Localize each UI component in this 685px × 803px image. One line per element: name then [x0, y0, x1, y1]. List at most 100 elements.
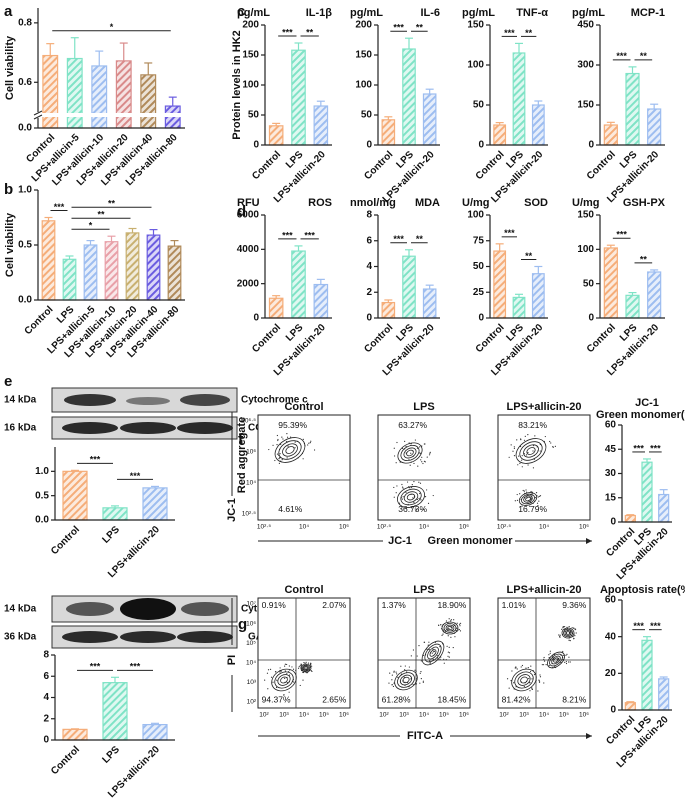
- y-tick-label: 40: [605, 631, 617, 642]
- event-dot: [545, 664, 547, 666]
- event-dot: [548, 654, 550, 656]
- band: [120, 598, 176, 620]
- bar: [41, 220, 56, 301]
- error-bar: [626, 514, 635, 516]
- y-tick-label: 100: [355, 80, 372, 91]
- event-dot: [455, 629, 457, 632]
- bar: [603, 247, 618, 319]
- y-tick-label: 0.5: [18, 240, 32, 251]
- x-tick-label: 10²·⁵: [377, 524, 392, 531]
- error-bar: [272, 295, 281, 299]
- event-dot: [272, 681, 274, 683]
- event-dot: [422, 680, 424, 682]
- event-dot: [276, 679, 278, 681]
- event-dot: [456, 627, 458, 629]
- western-blot: 14 kDa 36 kDa Cytochrome c GAPDH: [4, 595, 308, 649]
- error-bar: [44, 216, 53, 221]
- bar: [641, 461, 653, 523]
- y-tick-label: 200: [355, 20, 372, 31]
- event-dot: [527, 433, 529, 436]
- y-tick-label: 4000: [237, 244, 260, 255]
- density-contour: [397, 442, 423, 464]
- event-dot: [404, 669, 406, 671]
- bar: [493, 124, 507, 146]
- bar: [313, 283, 329, 319]
- bar: [164, 105, 181, 129]
- flow-plot-frame: [377, 597, 471, 709]
- event-dot: [429, 660, 431, 662]
- x-tick-label: 10⁵: [439, 712, 449, 719]
- significance-label: *: [110, 22, 114, 32]
- density-contour: [514, 671, 534, 689]
- quadrant-percent: 1.01%: [502, 600, 527, 610]
- error-bar: [316, 278, 325, 285]
- error-bar: [111, 505, 119, 508]
- event-dot: [402, 487, 404, 489]
- y-axis-label: Cell viability: [4, 212, 16, 277]
- event-dot: [541, 664, 543, 666]
- event-dot: [419, 492, 421, 495]
- y-tick-label: 50: [361, 110, 373, 121]
- event-dot: [458, 623, 461, 625]
- event-dot: [569, 639, 571, 642]
- error-bar: [170, 240, 179, 247]
- event-dot: [521, 455, 523, 457]
- quadrant-percent: 0.91%: [262, 600, 287, 610]
- event-dot: [395, 492, 397, 494]
- density-contour: [280, 676, 288, 684]
- bar: [91, 65, 108, 129]
- x-tick-label: 10⁵: [559, 712, 569, 719]
- quadrant-percent: 61.28%: [382, 695, 411, 705]
- event-dot: [287, 445, 289, 447]
- error-bar: [650, 269, 659, 272]
- significance-label: ***: [650, 443, 661, 453]
- blot-size: 14 kDa: [4, 604, 37, 615]
- density-contour: [397, 672, 415, 688]
- event-dot: [274, 459, 276, 462]
- error-bar: [272, 122, 281, 126]
- event-dot: [418, 497, 420, 499]
- y-tick-label: 100: [467, 210, 484, 221]
- event-dot: [300, 663, 302, 665]
- quadrant-percent: 36.73%: [398, 504, 427, 514]
- significance-label: **: [306, 27, 314, 37]
- density-contour: [300, 663, 312, 673]
- y-axis-label: Protein levels in HK2: [231, 30, 243, 139]
- event-dot: [527, 464, 529, 466]
- event-dot: [277, 438, 279, 441]
- bar: [167, 245, 182, 301]
- density-contour: [406, 493, 416, 501]
- event-dot: [535, 492, 538, 494]
- event-dot: [310, 664, 312, 666]
- event-dot: [528, 677, 530, 680]
- bar: [42, 54, 59, 129]
- y-tick-label: 0: [366, 140, 372, 151]
- x-tick-label: 10³: [399, 712, 409, 719]
- event-dot: [284, 677, 286, 679]
- y-tick-label: 0.0: [35, 515, 49, 526]
- y-tick-label: 50: [473, 100, 485, 111]
- event-dot: [269, 668, 272, 671]
- error-bar: [151, 485, 159, 488]
- event-dot: [518, 455, 520, 457]
- density-contour: [519, 441, 543, 461]
- event-dot: [529, 690, 531, 692]
- event-dot: [534, 497, 536, 499]
- bar: [115, 60, 132, 129]
- x-tick-label: Control: [362, 149, 395, 182]
- quadrant-percent: 4.61%: [278, 504, 303, 514]
- event-dot: [448, 656, 450, 658]
- event-dot: [510, 444, 512, 446]
- error-bar: [606, 244, 615, 248]
- chart-title: Apoptosis rate(%): [600, 584, 685, 596]
- event-dot: [527, 451, 529, 454]
- y-tick-label: 150: [577, 210, 594, 221]
- event-dot: [548, 664, 550, 667]
- event-dot: [414, 439, 417, 441]
- significance-label: ***: [616, 230, 627, 240]
- event-dot: [549, 650, 551, 652]
- panel-label: e: [4, 373, 12, 390]
- x-tick-label: 10⁴: [299, 712, 309, 719]
- event-dot: [543, 656, 545, 659]
- event-dot: [538, 680, 541, 682]
